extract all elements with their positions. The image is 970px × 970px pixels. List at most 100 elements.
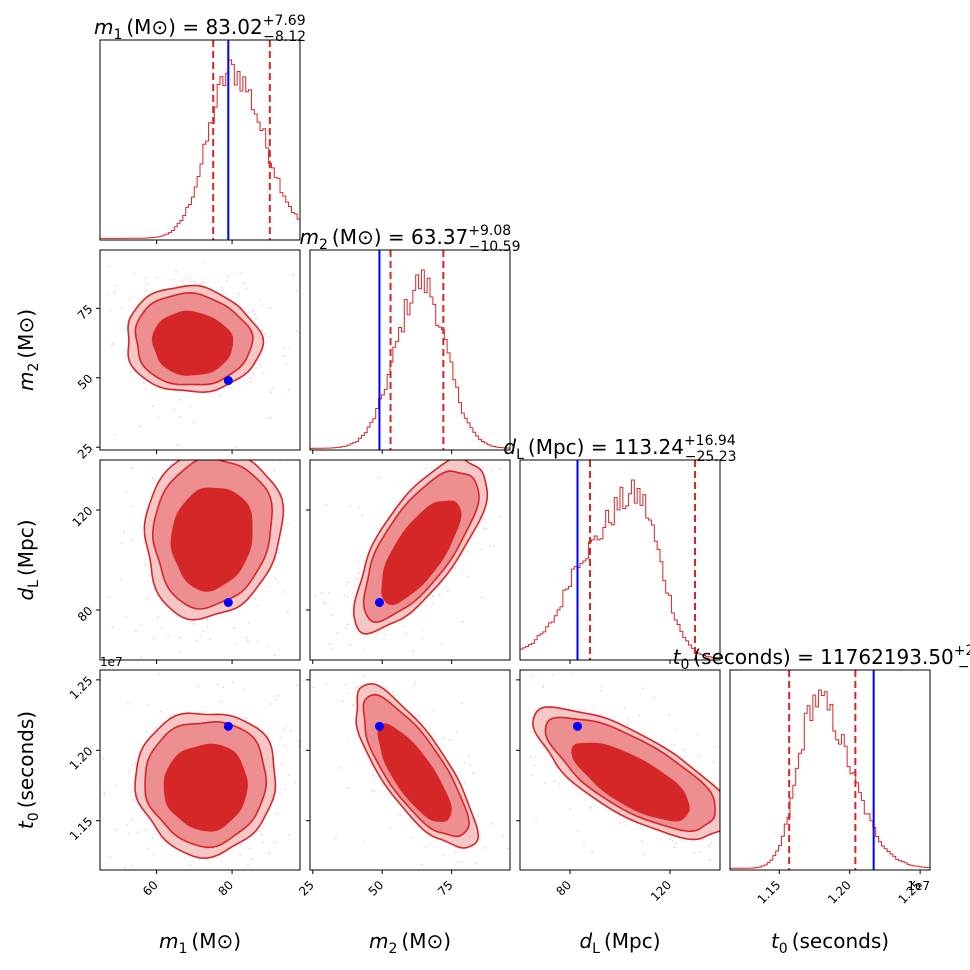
- sample-point: [440, 398, 442, 400]
- sample-point: [269, 916, 271, 918]
- sample-point: [747, 871, 749, 873]
- sample-point: [321, 334, 323, 336]
- sample-point: [164, 389, 167, 391]
- sample-point: [242, 422, 244, 424]
- sample-point: [749, 782, 751, 784]
- sample-point: [179, 416, 181, 419]
- sample-point: [122, 315, 124, 317]
- sample-point: [317, 764, 319, 766]
- sample-point: [258, 425, 260, 427]
- sample-point: [134, 762, 137, 765]
- sample-point: [312, 686, 315, 689]
- sample-point: [175, 270, 178, 273]
- sample-point: [245, 287, 248, 290]
- panel-frame: [99, 669, 301, 871]
- sample-point: [184, 276, 187, 279]
- sample-point: [247, 621, 250, 624]
- sample-point: [342, 667, 344, 669]
- sample-point: [133, 273, 136, 276]
- sample-point: [492, 545, 495, 548]
- sample-point: [127, 833, 130, 835]
- sample-point: [282, 347, 285, 350]
- hist-line-m2: [309, 269, 511, 450]
- sample-point: [331, 648, 333, 651]
- sample-point: [345, 626, 348, 629]
- sample-point: [286, 657, 288, 659]
- sample-point: [320, 689, 322, 691]
- sample-point: [345, 584, 348, 587]
- sample-point: [127, 703, 129, 705]
- sample-point: [482, 935, 484, 937]
- sample-point: [130, 371, 132, 373]
- sample-point: [251, 858, 254, 860]
- sample-point: [466, 551, 469, 553]
- sample-point: [196, 639, 198, 642]
- sample-point: [284, 744, 286, 747]
- sample-point: [412, 660, 414, 662]
- sample-point: [376, 632, 379, 635]
- sample-point: [173, 408, 176, 411]
- sample-point: [144, 388, 147, 391]
- sample-point: [363, 841, 366, 844]
- sample-point: [111, 626, 114, 629]
- sample-point: [476, 815, 479, 817]
- sample-point: [262, 372, 265, 374]
- sample-point: [726, 799, 728, 801]
- sample-point: [742, 771, 744, 773]
- sample-point: [369, 763, 372, 766]
- title-m1: m1 (M⊙) = 83.02+7.69 −8.12: [94, 13, 306, 45]
- sample-point: [468, 662, 470, 664]
- sample-point: [599, 713, 602, 715]
- sample-point: [515, 859, 517, 861]
- truth-point: [223, 598, 233, 607]
- sample-point: [73, 776, 75, 778]
- sample-point: [193, 623, 195, 625]
- sample-point: [262, 405, 264, 407]
- sample-point: [305, 735, 307, 737]
- x-tick-label-m2: 25: [296, 878, 317, 899]
- sample-point: [276, 592, 278, 594]
- sample-point: [373, 789, 376, 792]
- sample-point: [325, 504, 328, 507]
- panel-frame: [309, 459, 511, 661]
- sample-point: [216, 683, 219, 686]
- sample-point: [303, 680, 305, 682]
- sample-point: [389, 826, 391, 829]
- sample-point: [530, 731, 532, 733]
- sample-point: [737, 845, 739, 847]
- sample-point: [284, 788, 287, 791]
- sample-point: [289, 729, 292, 732]
- sample-point: [527, 408, 529, 410]
- sample-point: [145, 290, 148, 292]
- sample-point: [589, 806, 592, 809]
- sample-point: [274, 842, 277, 844]
- sample-point: [749, 841, 751, 843]
- sample-point: [201, 281, 204, 284]
- sample-point: [185, 448, 187, 450]
- sample-point: [335, 836, 337, 839]
- sample-point: [431, 595, 434, 598]
- sample-point: [740, 808, 742, 810]
- sample-point: [512, 800, 514, 802]
- sample-point: [440, 699, 442, 701]
- sample-point: [583, 708, 586, 711]
- sample-point: [279, 461, 281, 464]
- sample-point: [484, 444, 486, 446]
- x-tick-label-m1: 60: [140, 878, 161, 899]
- y-tick-label-m2: 25: [75, 441, 96, 462]
- sample-point: [192, 420, 195, 423]
- sample-point: [533, 764, 535, 767]
- sample-point: [468, 399, 470, 401]
- sample-point: [242, 689, 245, 691]
- sample-point: [277, 694, 280, 697]
- sample-point: [89, 490, 91, 492]
- sample-point: [300, 664, 302, 666]
- sample-point: [474, 376, 476, 378]
- sample-point: [203, 237, 205, 239]
- scatter-panel-m2-t0: [276, 592, 517, 937]
- sample-point: [284, 632, 286, 634]
- sample-point: [429, 842, 432, 845]
- sample-point: [454, 567, 457, 569]
- title-m2: m2 (M⊙) = 63.37+9.08 −10.59: [300, 223, 521, 255]
- sample-point: [71, 287, 73, 289]
